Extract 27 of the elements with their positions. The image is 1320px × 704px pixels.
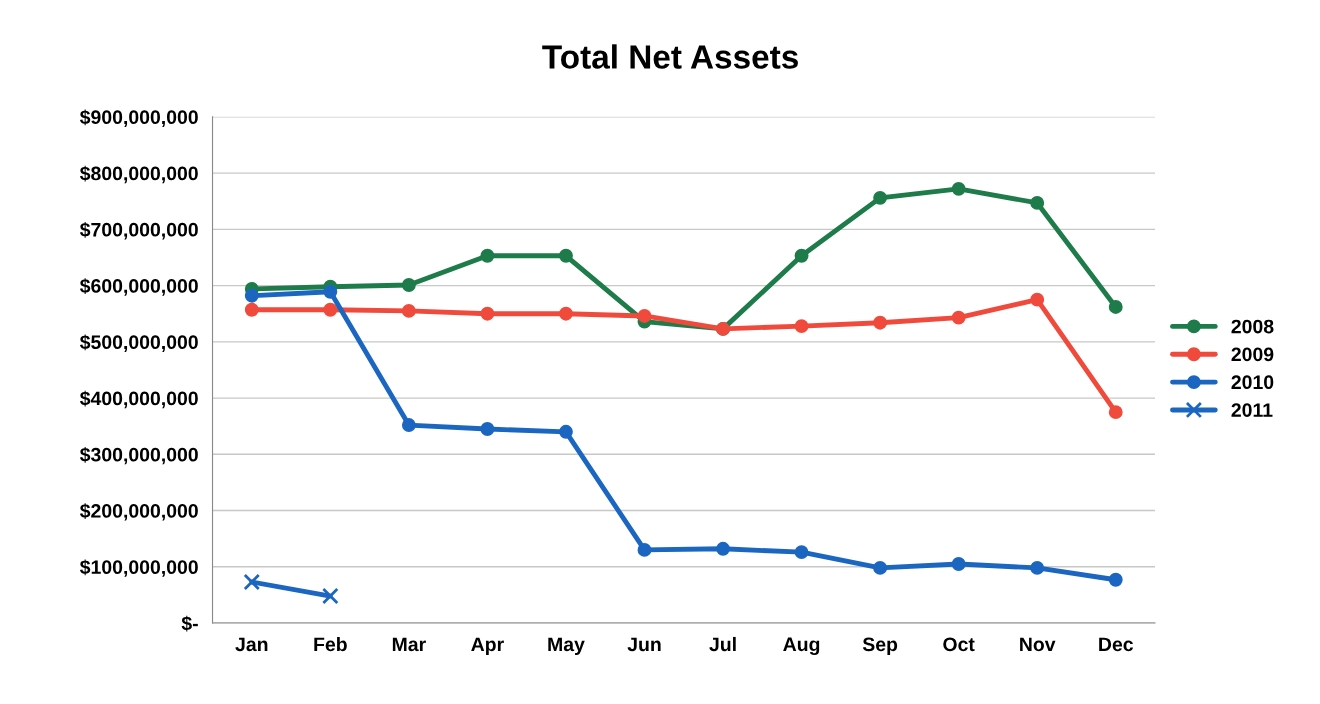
x-tick-label: Nov [1020,637,1056,652]
legend-label: 2008 [1231,319,1274,334]
y-tick-label: $700,000,000 [79,221,198,240]
y-tick-label: $100,000,000 [79,559,198,577]
x-tick-label: Jun [627,637,661,652]
y-tick-label: $900,000,000 [79,109,198,127]
y-tick-label: $- [181,615,198,632]
legend-label: 2010 [1231,375,1274,390]
x-tick-label: Apr [471,637,504,656]
chart-title: Total Net Assets [542,44,798,69]
x-tick-label: Mar [392,637,426,652]
x-tick-label: Feb [314,636,347,652]
x-tick-label: Jul [709,636,736,652]
legend-label: 2009 [1231,347,1274,362]
x-tick-label: Oct [943,637,975,652]
x-tick-label: Sep [862,637,898,656]
legend-label: 2011 [1231,403,1273,417]
x-tick-label: Aug [783,637,820,656]
y-tick-label: $400,000,000 [79,390,198,409]
y-tick-label: $800,000,000 [79,165,198,184]
y-tick-label: $500,000,000 [79,334,198,352]
y-tick-label: $600,000,000 [79,278,198,296]
x-tick-label: Jan [235,637,268,652]
x-tick-label: Dec [1099,637,1133,652]
x-tick-label: May [548,637,585,656]
y-tick-label: $200,000,000 [79,503,198,521]
y-tick-label: $300,000,000 [79,446,198,465]
